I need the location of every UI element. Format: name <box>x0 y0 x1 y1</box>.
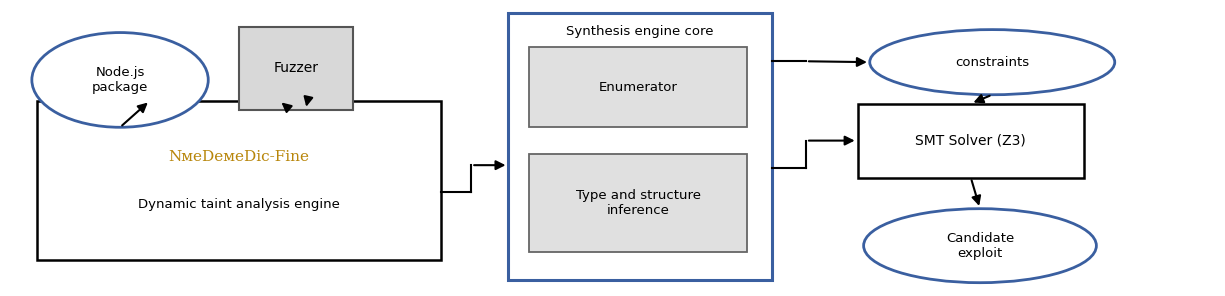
Text: Node.js
package: Node.js package <box>92 66 148 94</box>
Text: Synthesis engine core: Synthesis engine core <box>566 25 714 38</box>
Text: constraints: constraints <box>956 56 1029 69</box>
FancyBboxPatch shape <box>508 13 772 280</box>
Text: Candidate
exploit: Candidate exploit <box>946 232 1014 260</box>
Text: Enumerator: Enumerator <box>599 81 677 94</box>
Text: Fuzzer: Fuzzer <box>273 61 318 75</box>
Text: Dynamic taint analysis engine: Dynamic taint analysis engine <box>138 198 339 211</box>
FancyBboxPatch shape <box>37 101 441 260</box>
Text: Type and structure
inference: Type and structure inference <box>576 189 701 217</box>
FancyBboxPatch shape <box>858 104 1084 178</box>
Ellipse shape <box>32 33 208 127</box>
FancyBboxPatch shape <box>239 27 353 110</box>
FancyBboxPatch shape <box>529 47 747 127</box>
FancyBboxPatch shape <box>529 154 747 252</box>
Text: NᴍeDeᴍeDic-Fine: NᴍeDeᴍeDic-Fine <box>168 149 310 164</box>
Ellipse shape <box>864 209 1096 283</box>
Ellipse shape <box>870 30 1115 95</box>
Text: SMT Solver (Z3): SMT Solver (Z3) <box>915 133 1027 148</box>
